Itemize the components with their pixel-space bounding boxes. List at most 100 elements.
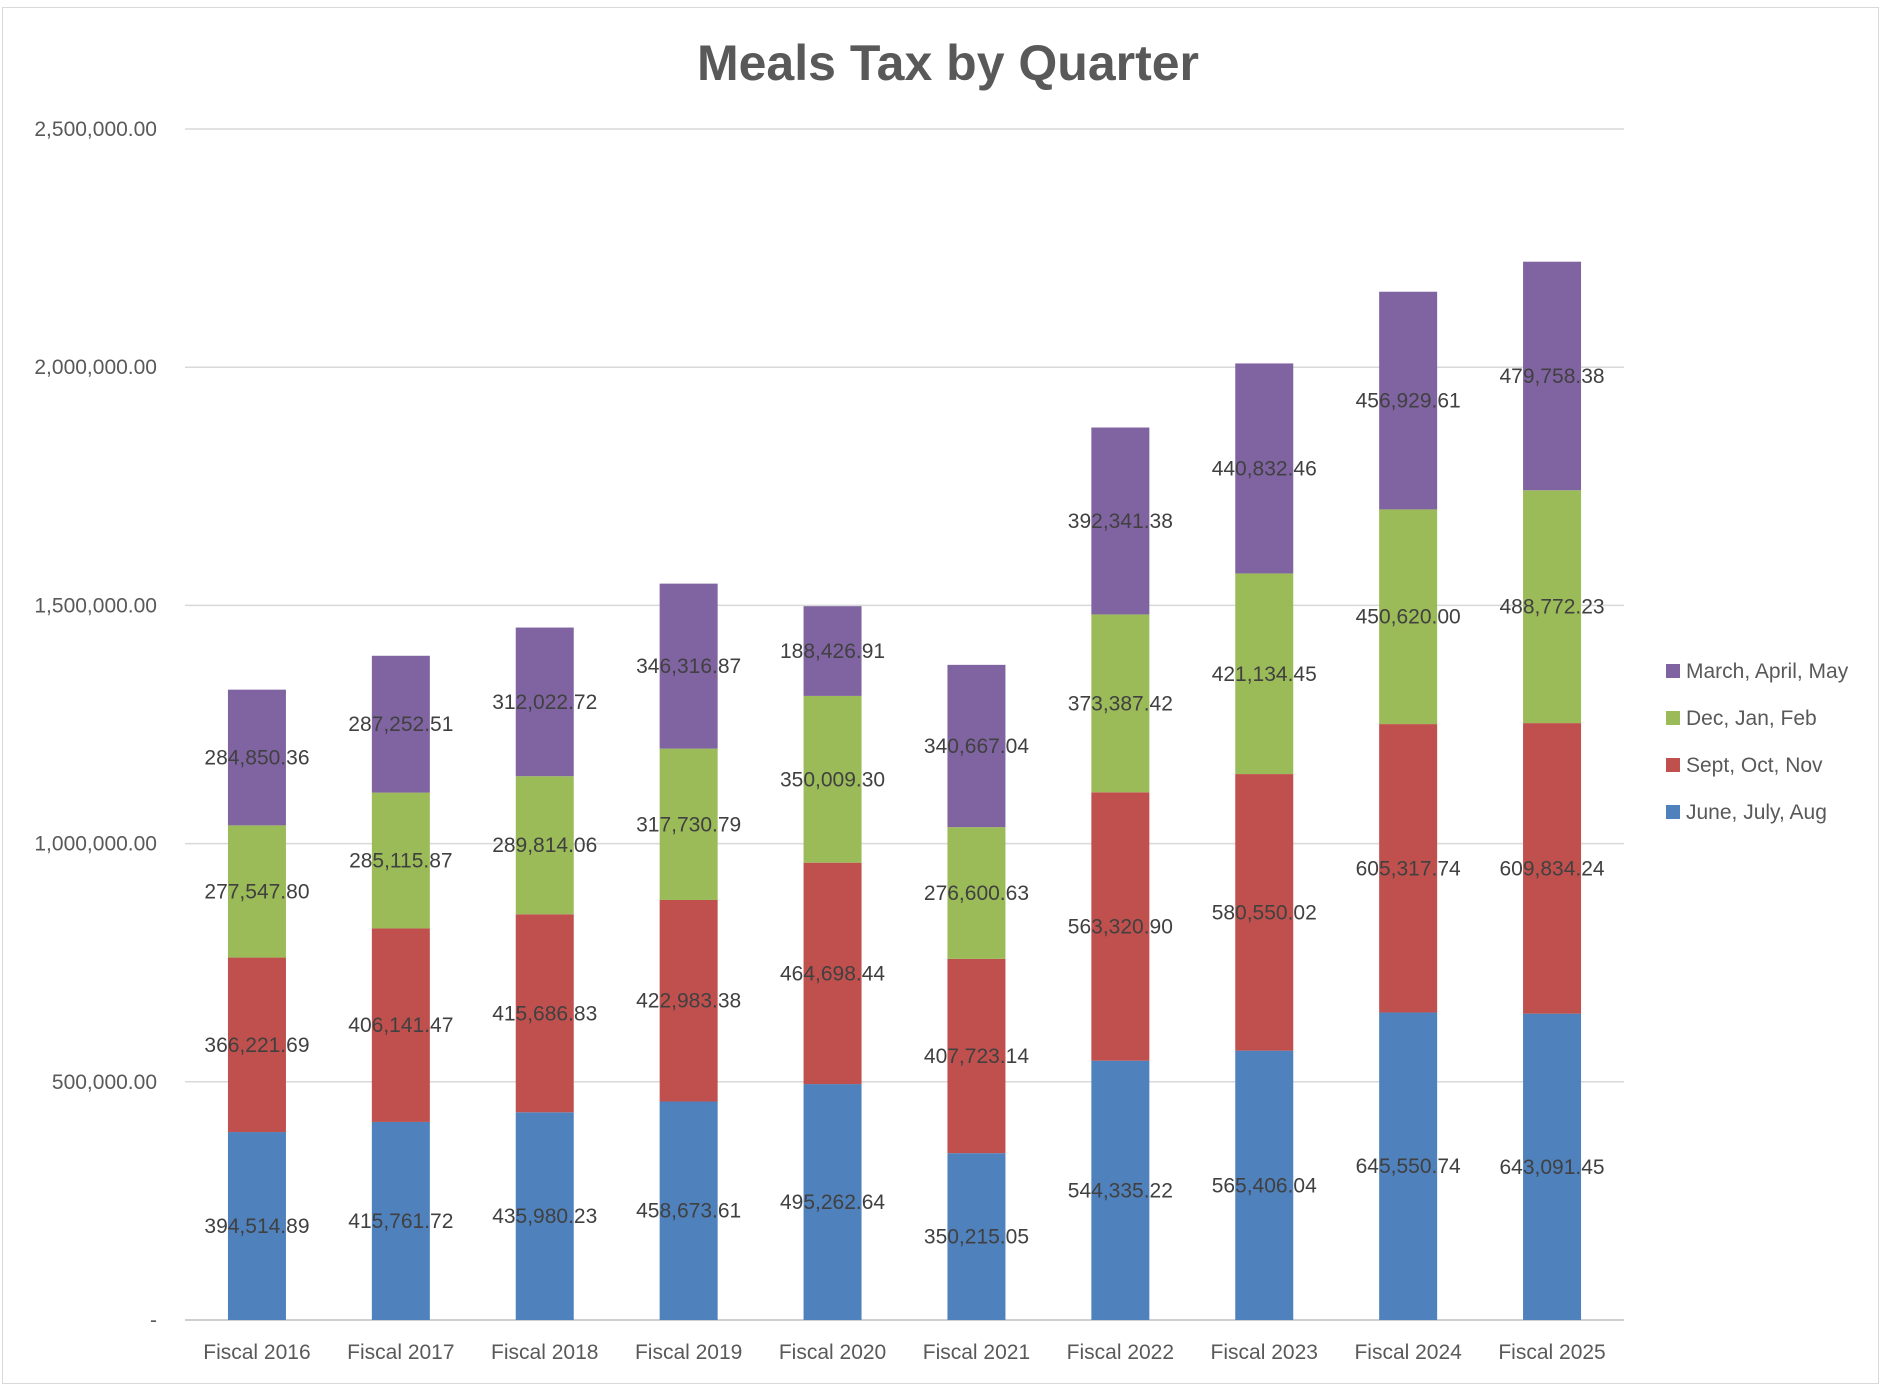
legend-item[interactable]: Sept, Oct, Nov (1666, 754, 1823, 777)
x-tick-label: Fiscal 2018 (491, 1341, 598, 1364)
bar-segment[interactable] (803, 862, 862, 1085)
data-label: 406,141.47 (348, 1014, 453, 1037)
bar-segment[interactable] (1379, 724, 1438, 1013)
data-label: 464,698.44 (780, 962, 885, 985)
data-label: 422,983.38 (636, 990, 741, 1013)
data-label: 287,252.51 (348, 713, 453, 736)
chart-area (2, 7, 1879, 1384)
x-tick-label: Fiscal 2023 (1211, 1341, 1318, 1364)
bar-segment[interactable] (803, 695, 862, 863)
bar-segment[interactable] (1235, 774, 1294, 1051)
legend-label: Sept, Oct, Nov (1686, 754, 1823, 777)
x-tick-label: Fiscal 2025 (1498, 1341, 1605, 1364)
bar-segment[interactable] (1523, 490, 1582, 724)
data-label: 312,022.72 (492, 691, 597, 714)
data-label: 563,320.90 (1068, 915, 1173, 938)
data-label: 645,550.74 (1356, 1155, 1461, 1178)
data-label: 366,221.69 (204, 1034, 309, 1057)
bar-segment[interactable] (1379, 291, 1438, 510)
legend-swatch (1666, 805, 1680, 819)
bar-segment[interactable] (947, 958, 1006, 1154)
data-label: 435,980.23 (492, 1205, 597, 1228)
bar-segment[interactable] (227, 957, 286, 1133)
data-label: 317,730.79 (636, 813, 741, 836)
data-label: 394,514.89 (204, 1215, 309, 1238)
data-label: 350,009.30 (780, 768, 885, 791)
bar-segment[interactable] (947, 664, 1006, 828)
bar-segment[interactable] (1379, 509, 1438, 725)
bar-segment[interactable] (1523, 1013, 1582, 1320)
bar-segment[interactable] (515, 627, 574, 777)
chart-title: Meals Tax by Quarter (697, 35, 1199, 91)
data-label: 340,667.04 (924, 735, 1029, 758)
data-label: 605,317.74 (1356, 857, 1461, 880)
bar-segment[interactable] (1091, 1060, 1150, 1320)
bar-segment[interactable] (1235, 1050, 1294, 1320)
bar-segment[interactable] (1235, 363, 1294, 574)
bar-segment[interactable] (1523, 723, 1582, 1014)
bar-segment[interactable] (371, 1121, 430, 1320)
x-tick-label: Fiscal 2020 (779, 1341, 886, 1364)
bar-segment[interactable] (659, 748, 718, 900)
data-label: 285,115.87 (349, 850, 453, 873)
data-label: 277,547.80 (204, 880, 309, 903)
y-tick-label: - (150, 1309, 157, 1332)
legend-item[interactable]: Dec, Jan, Feb (1666, 707, 1817, 730)
bar-segment[interactable] (227, 1132, 286, 1320)
y-tick-label: 500,000.00 (52, 1071, 157, 1094)
legend-item[interactable]: March, April, May (1666, 660, 1849, 683)
bar-segment[interactable] (947, 1153, 1006, 1320)
data-label: 276,600.63 (924, 882, 1029, 905)
legend-swatch (1666, 758, 1680, 772)
bar-segment[interactable] (371, 928, 430, 1122)
data-label: 609,834.24 (1499, 857, 1604, 880)
data-label: 284,850.36 (204, 747, 309, 770)
data-label: 346,316.87 (636, 655, 741, 678)
bar-segment[interactable] (515, 914, 574, 1113)
bar-segment[interactable] (515, 776, 574, 915)
data-label: 458,673.61 (636, 1200, 741, 1223)
bar-segment[interactable] (227, 825, 286, 958)
data-label: 407,723.14 (924, 1045, 1029, 1068)
data-label: 440,832.46 (1212, 457, 1317, 480)
legend-label: Dec, Jan, Feb (1686, 707, 1817, 730)
bar-segment[interactable] (1091, 427, 1150, 615)
bar-segment[interactable] (659, 1101, 718, 1320)
x-tick-label: Fiscal 2022 (1067, 1341, 1174, 1364)
y-tick-label: 2,500,000.00 (34, 118, 157, 141)
bar-segment[interactable] (1379, 1012, 1438, 1320)
bar-segment[interactable] (1523, 261, 1582, 491)
x-tick-label: Fiscal 2016 (203, 1341, 310, 1364)
bar-segment[interactable] (803, 1084, 862, 1320)
bar-segment[interactable] (803, 606, 862, 696)
data-label: 479,758.38 (1499, 365, 1604, 388)
data-label: 580,550.02 (1212, 901, 1317, 924)
data-label: 488,772.23 (1499, 596, 1604, 619)
bar-segment[interactable] (1091, 614, 1150, 793)
x-tick-label: Fiscal 2017 (347, 1341, 454, 1364)
bar-segment[interactable] (659, 583, 718, 749)
data-label: 544,335.22 (1068, 1179, 1173, 1202)
legend-item[interactable]: June, July, Aug (1666, 801, 1827, 824)
bar-segment[interactable] (1091, 792, 1150, 1061)
data-label: 350,215.05 (924, 1226, 1029, 1249)
bar-segment[interactable] (371, 792, 430, 929)
legend-label: June, July, Aug (1686, 801, 1827, 824)
bar-segment[interactable] (515, 1112, 574, 1320)
data-label: 415,686.83 (492, 1002, 597, 1025)
data-label: 565,406.04 (1212, 1174, 1317, 1197)
data-label: 643,091.45 (1499, 1156, 1604, 1179)
bar-segment[interactable] (659, 899, 718, 1102)
bar-segment[interactable] (1235, 573, 1294, 775)
data-label: 188,426.91 (780, 640, 885, 663)
bar-segment[interactable] (371, 655, 430, 793)
data-label: 392,341.38 (1068, 510, 1173, 533)
legend-swatch (1666, 711, 1680, 725)
data-label: 415,761.72 (348, 1210, 453, 1233)
y-tick-label: 2,000,000.00 (34, 356, 157, 379)
bar-segment[interactable] (227, 689, 286, 826)
data-label: 495,262.64 (780, 1191, 885, 1214)
data-label: 421,134.45 (1212, 663, 1317, 686)
bar-segment[interactable] (947, 827, 1006, 959)
